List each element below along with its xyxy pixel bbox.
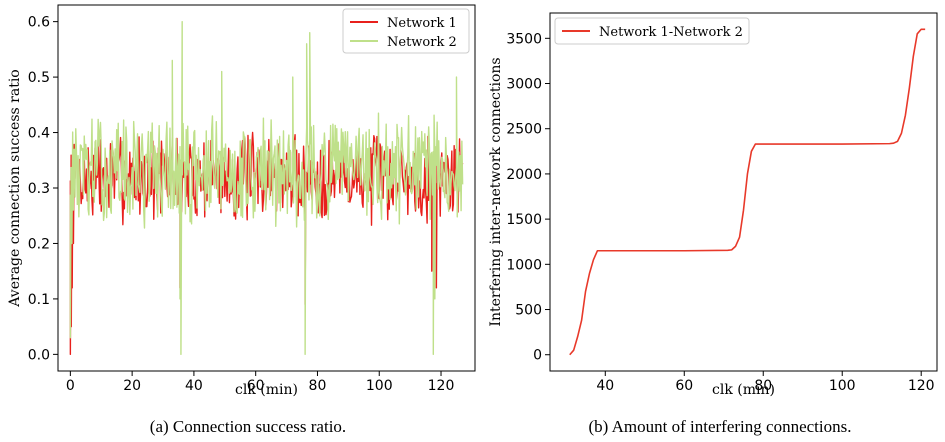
x-tick-label: 80 [309, 378, 327, 394]
chart-panel-a: 0 20 40 60 80 100 120 0.0 0.1 0.2 0.3 0.4 0.5 0.6 clk … [7, 4, 476, 436]
legend-label: Network 2 [387, 35, 457, 50]
x-tick-label: 20 [123, 378, 141, 394]
y-axis-label: Average connection success ratio [7, 69, 23, 307]
y-tick-label: 3500 [506, 31, 542, 47]
x-axis-label: clk (min) [235, 382, 298, 398]
x-tick-label: 40 [596, 378, 614, 394]
series-line-network-2 [69, 20, 464, 356]
y-tick-label: 1500 [506, 212, 542, 228]
chart-legend: Network 1 Network 2 [342, 8, 470, 54]
x-axis-label: clk (min) [712, 382, 775, 398]
chart-legend: Network 1-Network 2 [554, 17, 750, 45]
x-tick-label: 120 [428, 378, 455, 394]
y-tick-label: 0.0 [28, 347, 50, 363]
legend-label: Network 1-Network 2 [599, 25, 743, 40]
x-tick-label: 60 [675, 378, 693, 394]
y-tick-label: 0.5 [28, 70, 50, 86]
figure-caption: (b) Amount of interfering connections. [589, 417, 852, 436]
y-tick-label: 2000 [506, 167, 542, 183]
legend-label: Network 1 [387, 16, 457, 31]
x-tick-label: 40 [185, 378, 203, 394]
y-tick-label: 0.3 [28, 181, 50, 197]
y-tick-label: 1000 [506, 257, 542, 273]
legend-box [554, 17, 750, 45]
series-line-network-1-network-2 [569, 28, 926, 356]
x-tick-label: 100 [366, 378, 393, 394]
x-tick-label: 60 [247, 378, 265, 394]
chart-panel-b: 40 60 80 100 120 0 500 1000 1500 2000 2500 3000 3500… [488, 12, 938, 436]
y-tick-label: 0 [533, 348, 542, 364]
y-tick-label: 500 [515, 303, 542, 319]
axes-frame [549, 12, 938, 372]
y-tick-label: 3000 [506, 77, 542, 93]
y-tick-label: 0.4 [28, 126, 50, 142]
x-tick-label: 80 [754, 378, 772, 394]
figure-caption: (a) Connection success ratio. [150, 417, 346, 436]
x-tick-label: 0 [66, 378, 75, 394]
x-tick-label: 120 [908, 378, 935, 394]
x-tick-label: 100 [829, 378, 856, 394]
y-tick-label: 2500 [506, 122, 542, 138]
y-tick-label: 0.6 [28, 15, 50, 31]
y-tick-label: 0.2 [28, 236, 50, 252]
y-tick-label: 0.1 [28, 292, 50, 308]
y-axis-label: Interfering inter-network connections [488, 57, 504, 326]
